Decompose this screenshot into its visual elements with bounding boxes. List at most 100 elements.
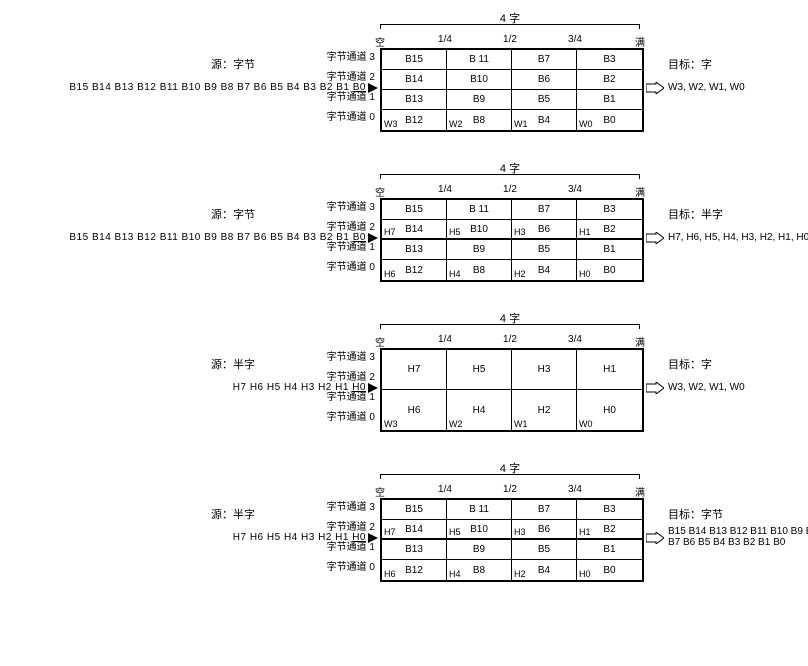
cell-text: B4: [538, 265, 550, 276]
cell-text: B0: [603, 565, 615, 576]
cell-text: B7: [538, 204, 550, 215]
grid-cell: B4W1: [512, 110, 577, 130]
packing-diagram: 4 字空1/41/23/4满字节通道 3字节通道 2字节通道 1字节通道 0B1…: [10, 460, 798, 582]
grid-cell: B3: [577, 50, 642, 70]
grid-cell: B 11: [447, 200, 512, 220]
grid-cell: B5: [512, 240, 577, 260]
tick-label: 空: [365, 334, 395, 349]
tick-label: 1/4: [430, 484, 460, 495]
cell-text: B 11: [469, 204, 489, 215]
cell-sublabel: H0: [579, 269, 591, 279]
cell-text: B13: [405, 244, 423, 255]
grid-cell: B 11: [447, 500, 512, 520]
cell-text: B5: [538, 544, 550, 555]
cell-text: B8: [473, 565, 485, 576]
cell-text: B2: [603, 224, 615, 235]
cell-text: B2: [603, 524, 615, 535]
cell-sublabel: H0: [579, 569, 591, 579]
grid-cell: B12 W3: [382, 110, 447, 130]
tick-label: 1/4: [430, 184, 460, 195]
cell-text: B10: [470, 74, 488, 85]
cell-text: B12: [405, 265, 423, 276]
grid-cell: B9: [447, 540, 512, 560]
grid-cell: B14: [382, 70, 447, 90]
grid-cell: B12H6: [382, 260, 447, 280]
cell-text: B2: [603, 74, 615, 85]
target-label: 目标：半字: [668, 206, 723, 222]
grid-cell: B5: [512, 90, 577, 110]
cell-text: B7: [538, 54, 550, 65]
cell-text: B14: [405, 524, 423, 535]
cell-text: B1: [603, 244, 615, 255]
grid-cell: B8H4: [447, 560, 512, 580]
cell-text: B5: [538, 94, 550, 105]
row-label: 字节通道 0: [315, 258, 375, 278]
cell-sublabel: H4: [449, 269, 461, 279]
cell-text: B12: [405, 565, 423, 576]
cell-text: H5: [473, 364, 486, 375]
cell-text: B8: [473, 115, 485, 126]
source-label: 源：半字: [175, 506, 255, 522]
cell-text: B13: [405, 544, 423, 555]
fifo-grid: B15B 11B7B3B14B10B6B2B13B9B5B1B12W3B8W2B…: [380, 48, 644, 132]
tick-label: 空: [365, 484, 395, 499]
cell-text: B9: [473, 244, 485, 255]
grid-cell: B14 H7: [382, 520, 447, 540]
cell-text: B15: [405, 54, 423, 65]
cell-text: B12: [405, 115, 423, 126]
cell-sublabel: H5: [449, 227, 461, 237]
cell-text: B3: [603, 204, 615, 215]
cell-text: B10: [470, 224, 488, 235]
cell-sublabel: W3: [384, 119, 398, 129]
fifo-grid: B15B 11B7B3B14H7B10H5B6H3B2H1B13B9B5B1B1…: [380, 498, 644, 582]
grid-cell: B10H5: [447, 520, 512, 540]
grid-cell: B15: [382, 200, 447, 220]
packing-diagram: 4 字空1/41/23/4满字节通道 3字节通道 2字节通道 1字节通道 0B1…: [10, 160, 798, 282]
cell-text: B15: [405, 504, 423, 515]
grid-cell: B6H3: [512, 220, 577, 240]
cell-text: B3: [603, 54, 615, 65]
row-label: 字节通道 0: [315, 108, 375, 128]
cell-text: H2: [538, 405, 551, 416]
arrow-out-icon: [646, 532, 664, 544]
source-stream: B15 B14 B13 B12 B11 B10 B9 B8 B7 B6 B5 B…: [69, 232, 366, 243]
tick-label: 3/4: [560, 484, 590, 495]
grid-cell: B4H2: [512, 560, 577, 580]
source-label: 源：字节: [175, 206, 255, 222]
cell-text: B8: [473, 265, 485, 276]
tick-label: 1/2: [495, 184, 525, 195]
cell-text: H7: [408, 364, 421, 375]
cell-text: H6: [408, 405, 421, 416]
tick-label: 满: [625, 184, 655, 199]
row-label: 字节通道 0: [315, 408, 375, 428]
cell-text: B14: [405, 224, 423, 235]
arrow-in-icon: [368, 233, 378, 243]
grid-cell: B2: [577, 70, 642, 90]
tick-label: 3/4: [560, 184, 590, 195]
cell-text: B6: [538, 524, 550, 535]
target-stream: H7, H6, H5, H4, H3, H2, H1, H0: [668, 232, 808, 243]
tick-label: 3/4: [560, 34, 590, 45]
row-label: 字节通道 3: [315, 348, 375, 368]
grid-cell: H0W0: [577, 390, 642, 430]
row-label: 字节通道 3: [315, 198, 375, 218]
grid-cell: B14H7: [382, 220, 447, 240]
tick-label: 1/4: [430, 334, 460, 345]
fifo-grid: H7H5H3H1H6W3H4W2H2W1H0W0: [380, 348, 644, 432]
cell-sublabel: H1: [579, 527, 591, 537]
cell-sublabel: H7: [384, 527, 396, 537]
grid-cell: B10: [447, 70, 512, 90]
cell-sublabel: W2: [449, 419, 463, 429]
tick-label: 空: [365, 184, 395, 199]
cell-sublabel: W0: [579, 119, 593, 129]
tick-label: 1/2: [495, 34, 525, 45]
packing-diagram: 4 字空1/41/23/4满字节通道 3字节通道 2字节通道 1字节通道 0H7…: [10, 310, 798, 432]
cell-sublabel: H6: [384, 569, 396, 579]
grid-cell: B2H1: [577, 220, 642, 240]
arrow-in-icon: [368, 83, 378, 93]
grid-cell: B12 H6: [382, 560, 447, 580]
tick-label: 1/2: [495, 334, 525, 345]
grid-cell: H6W3: [382, 390, 447, 430]
packing-diagram: 4 字空1/41/23/4满字节通道 3字节通道 2字节通道 1字节通道 0B1…: [10, 10, 798, 132]
grid-cell: B6H3: [512, 520, 577, 540]
